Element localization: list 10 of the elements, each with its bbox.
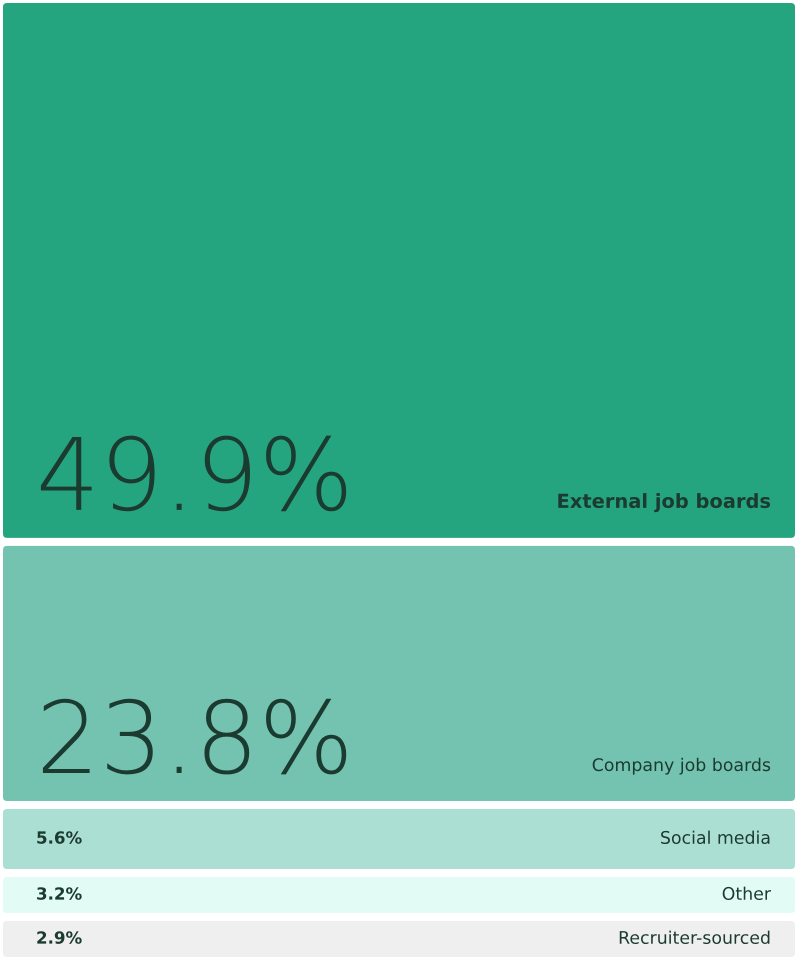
data-label: 3.2% [37, 887, 82, 900]
category-label: External job boards [558, 493, 770, 512]
category-label: Company job boards [592, 758, 770, 775]
data-label: 49.9% [40, 436, 346, 512]
category-label: Recruiter-sourced [620, 930, 770, 944]
data-label: 5.6% [37, 831, 82, 844]
category-label: Other [722, 886, 771, 900]
data-label: 23.8% [42, 698, 346, 774]
category-label: Social media [661, 830, 770, 844]
data-label: 2.9% [37, 931, 82, 944]
